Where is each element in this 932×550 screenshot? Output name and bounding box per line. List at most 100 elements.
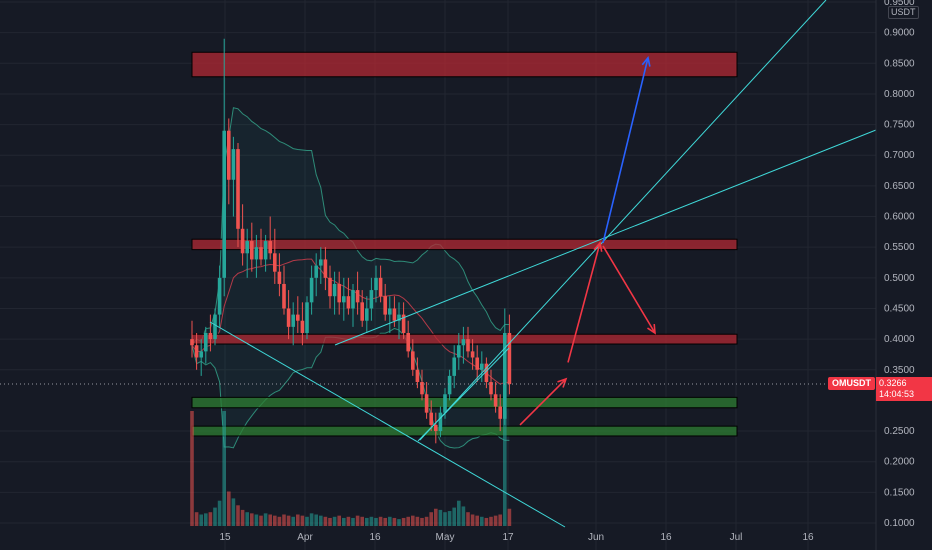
candle-body [503,332,507,419]
price-axis[interactable]: 0.9500 0.9000 0.8500 0.8000 0.7500 0.7000 0.65… [884,0,915,529]
candle-body [489,382,493,395]
volume-bar [475,515,479,526]
volume-bar [392,517,397,526]
volume-bar [194,512,199,526]
volume-bar [489,516,493,526]
upper-trendline [334,129,877,346]
candle-body [240,228,245,254]
support-zone [191,396,738,409]
candle-body [434,424,438,432]
resistance-zone [191,51,738,78]
candle-body [406,332,410,352]
volume-bar [447,511,452,526]
candle-body [424,394,429,413]
projection-arrow-down-head [647,323,656,335]
candle-body [401,314,406,333]
candle-body [420,382,424,395]
candle-body [254,247,259,260]
volume-bar [314,514,318,526]
candle-body [217,277,222,315]
candle-body [337,283,341,303]
candle-body [291,314,295,327]
y-tick-label: 0.3500 [884,365,915,376]
candle-body [470,351,475,358]
quote-unit-label: USDT [888,6,919,19]
x-tick-label: 17 [502,532,514,543]
volume-bar [254,514,259,526]
volume-bar [240,509,245,526]
volume-bar [411,515,415,526]
candle-body [360,302,364,321]
candle-body [250,241,254,260]
y-tick-label: 0.4000 [884,334,915,345]
volume-bar [365,517,369,526]
y-tick-label: 0.9000 [884,28,915,39]
x-tick-label: Jul [730,532,743,543]
candle-body [273,253,277,272]
volume-bar [286,515,291,526]
y-tick-label: 0.6500 [884,181,915,192]
candle-body [332,283,337,297]
volume-bar [291,516,295,526]
volume-bar [452,507,456,526]
candle-body [236,149,240,229]
projection-arrow-up-1 [519,378,567,426]
volume-bars [190,411,512,526]
candle-body [323,259,328,278]
time-axis[interactable]: 15 Apr 16 May 17 Jun 16 Jul 16 [219,532,814,543]
candle-body [190,339,194,346]
volume-bar [434,508,438,526]
volume-bar [337,515,341,526]
symbol-tag: OMUSDT [828,377,875,390]
projection-arrow-blue [602,57,649,244]
candle-body [314,265,318,278]
candle-body [461,339,466,346]
volume-bar [457,500,461,526]
candle-body [498,406,502,419]
volume-bar [319,515,323,526]
y-tick-label: 0.8000 [884,89,915,100]
bband-basis [191,258,510,385]
volume-bar [273,515,277,526]
candle-body [507,332,512,385]
volume-bar [503,411,507,526]
candle-body [346,296,351,309]
support-zone [191,425,738,437]
volume-bar [360,516,364,526]
candle-countdown: 14:04:53 [879,389,915,399]
y-tick-label: 0.2500 [884,426,915,437]
volume-bar [250,513,254,526]
volume-bar [351,517,355,526]
y-tick-label: 0.4500 [884,303,915,314]
volume-bar [282,514,286,526]
volume-bar [309,513,314,526]
y-tick-label: 0.6000 [884,212,915,223]
candle-body [392,308,397,321]
candle-body [231,149,236,180]
candle-body [194,345,199,358]
volume-bar [355,515,360,526]
volume-bar [378,516,383,526]
projection-arrow-blue-head [641,55,651,67]
volume-bar [263,513,268,526]
volume-bar [213,507,217,526]
y-tick-label: 0.2000 [884,457,915,468]
candle-body [227,130,231,180]
volume-bar [369,516,374,526]
candle-body [480,363,484,370]
resistance-zone [191,238,738,251]
y-tick-label: 0.5500 [884,242,915,253]
volume-bar [296,514,300,526]
candle-body [286,308,291,327]
candle-body [411,351,415,370]
y-tick-label: 0.9500 [884,0,915,8]
candle-body [204,332,208,352]
candle-body [222,130,226,278]
volume-bar [346,516,351,526]
candle-body [355,290,360,303]
candle-body [429,412,433,425]
candle-body [415,369,420,383]
y-tick-label: 0.1000 [884,518,915,529]
volume-bar [277,516,282,526]
